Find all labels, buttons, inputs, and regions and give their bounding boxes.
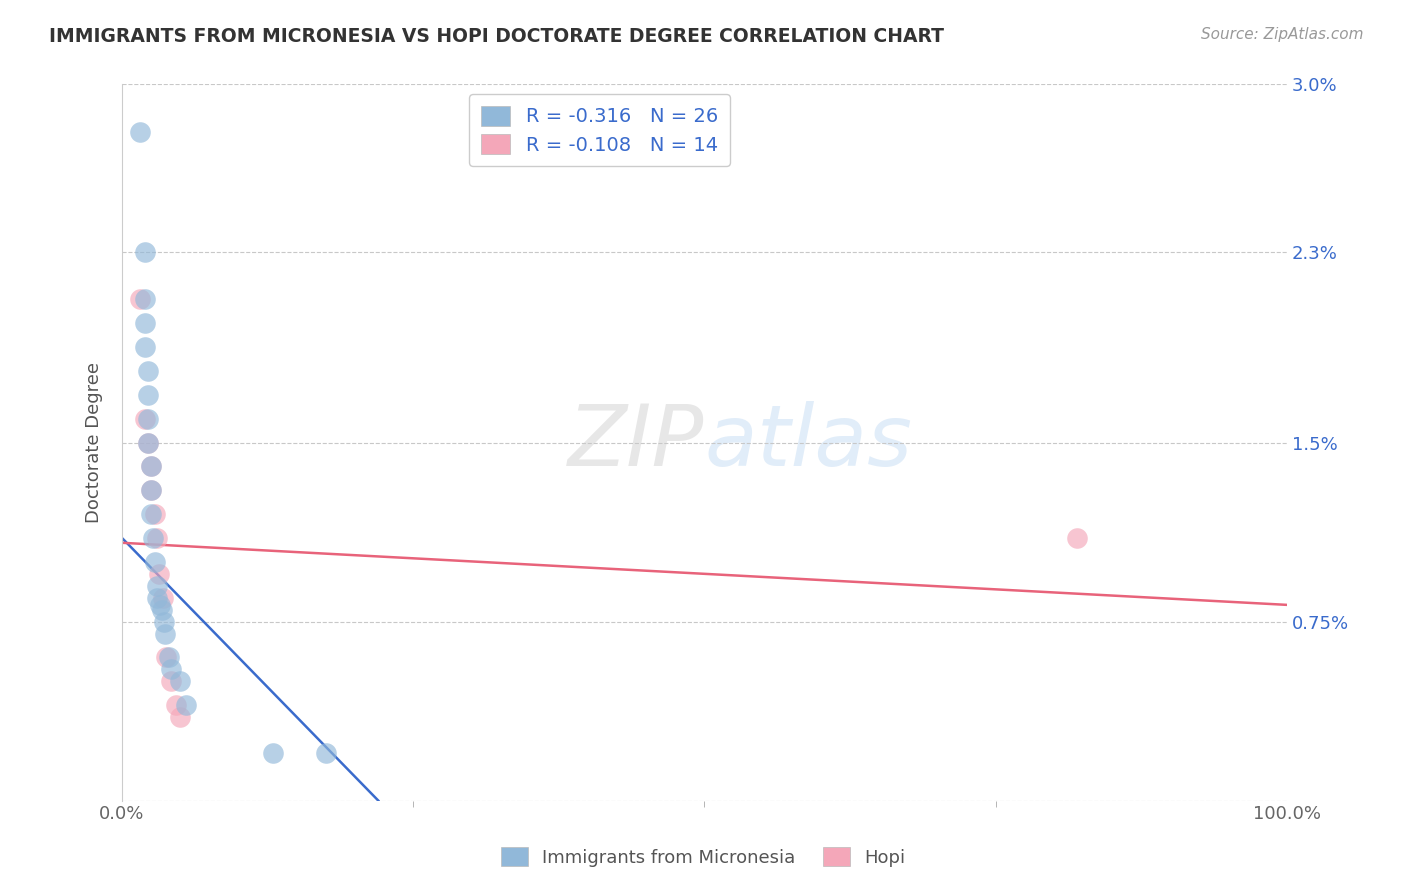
Point	[141, 459, 163, 474]
Point	[263, 746, 285, 760]
Y-axis label: Doctorate Degree: Doctorate Degree	[86, 362, 103, 523]
Point	[150, 602, 173, 616]
Point	[136, 364, 159, 378]
Point	[136, 435, 159, 450]
Point	[134, 244, 156, 259]
Point	[134, 411, 156, 425]
Point	[134, 293, 156, 307]
Text: IMMIGRANTS FROM MICRONESIA VS HOPI DOCTORATE DEGREE CORRELATION CHART: IMMIGRANTS FROM MICRONESIA VS HOPI DOCTO…	[49, 27, 945, 45]
Point	[165, 698, 187, 713]
Legend: R = -0.316   N = 26, R = -0.108   N = 14: R = -0.316 N = 26, R = -0.108 N = 14	[470, 95, 730, 166]
Point	[136, 435, 159, 450]
Point	[136, 411, 159, 425]
Point	[146, 579, 169, 593]
Point	[155, 650, 177, 665]
Point	[136, 388, 159, 402]
Point	[153, 615, 176, 629]
Point	[315, 746, 337, 760]
Point	[1066, 531, 1088, 545]
Point	[153, 626, 176, 640]
Point	[146, 531, 169, 545]
Point	[128, 293, 150, 307]
Point	[128, 125, 150, 139]
Point	[141, 483, 163, 498]
Point	[141, 483, 163, 498]
Point	[142, 531, 165, 545]
Legend: Immigrants from Micronesia, Hopi: Immigrants from Micronesia, Hopi	[494, 840, 912, 874]
Point	[146, 591, 169, 605]
Point	[160, 674, 183, 689]
Point	[148, 566, 170, 581]
Point	[141, 459, 163, 474]
Text: atlas: atlas	[704, 401, 912, 484]
Point	[160, 662, 183, 676]
Point	[169, 710, 191, 724]
Text: ZIP: ZIP	[568, 401, 704, 484]
Text: Source: ZipAtlas.com: Source: ZipAtlas.com	[1201, 27, 1364, 42]
Point	[157, 650, 180, 665]
Point	[141, 507, 163, 521]
Point	[169, 674, 191, 689]
Point	[143, 555, 166, 569]
Point	[143, 507, 166, 521]
Point	[134, 340, 156, 354]
Point	[174, 698, 197, 713]
Point	[152, 591, 174, 605]
Point	[134, 316, 156, 330]
Point	[149, 598, 172, 612]
